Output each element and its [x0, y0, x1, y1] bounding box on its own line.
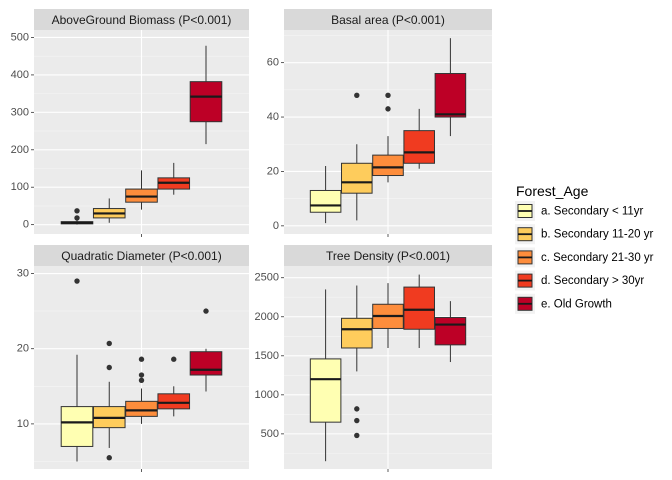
box-body [60, 406, 94, 447]
box-1 [60, 208, 94, 225]
outlier-point [354, 406, 360, 412]
box-body [341, 317, 373, 349]
outlier-point [385, 106, 391, 112]
outlier-point [385, 92, 391, 98]
y-tick-label: 0 [273, 220, 279, 232]
legend-label: e. Old Growth [541, 298, 612, 310]
box-4 [403, 274, 435, 348]
box-1 [309, 166, 342, 224]
outlier-point [106, 340, 112, 347]
box-body [403, 286, 435, 330]
outlier-point [171, 356, 177, 362]
legend-item-4: d. Secondary > 30yr [515, 270, 644, 291]
facet-strip [284, 9, 492, 30]
facet-strip [34, 245, 249, 266]
outlier-point [138, 356, 145, 362]
facet-panel-4: Tree Density (P<0.001) 500 1000 1500 2000 250… [255, 245, 492, 472]
facet-panel-1: AboveGround Biomass (P<0.001) 0 100 200 300 4… [11, 9, 249, 237]
box-2 [341, 285, 373, 439]
y-tick-label: 20 [267, 165, 279, 177]
box-3 [125, 356, 158, 424]
legend-label: c. Secondary 21-30 yr [541, 252, 654, 264]
outlier-point [354, 92, 360, 98]
box-body [434, 73, 467, 118]
outlier-point [203, 308, 209, 314]
box-body [309, 358, 342, 423]
box-3 [125, 170, 158, 210]
outlier-point [106, 455, 112, 461]
facet-title: Basal area (P<0.001) [331, 13, 445, 27]
box-3 [372, 92, 404, 183]
legend-item-2: b. Secondary 11-20 yr [515, 224, 653, 245]
legend-item-3: c. Secondary 21-30 yr [515, 247, 654, 268]
box-body [157, 393, 191, 410]
legend-item-1: a. Secondary < 11yr [515, 201, 644, 221]
box-2 [92, 340, 126, 461]
legend-title: Forest_Age [516, 183, 589, 199]
y-tick-label: 400 [11, 69, 29, 81]
facet-title: AboveGround Biomass (P<0.001) [52, 13, 232, 27]
box-5 [434, 301, 467, 363]
box-body [403, 130, 435, 164]
facet-title: Quadratic Diameter (P<0.001) [61, 249, 221, 263]
facet-strip [284, 245, 492, 266]
legend-label: d. Secondary > 30yr [541, 275, 644, 287]
outlier-point [354, 432, 360, 439]
box-1 [309, 289, 342, 462]
facet-title: Tree Density (P<0.001) [326, 249, 450, 263]
outlier-point [138, 377, 145, 383]
box-1 [60, 278, 94, 462]
outlier-point [74, 215, 80, 221]
legend: Forest_Age a. Secondary < 11yr b. Secondar… [515, 183, 654, 314]
y-tick-label: 200 [11, 144, 29, 156]
box-2 [92, 198, 126, 223]
box-4 [157, 356, 191, 417]
legend-label: a. Secondary < 11yr [541, 206, 644, 218]
facet-panel-2: Basal area (P<0.001) 0 20 40 60 [267, 9, 492, 237]
y-tick-label: 0 [23, 219, 29, 231]
facet-panel-3: Quadratic Diameter (P<0.001) 10 20 30 [17, 245, 249, 472]
y-tick-label: 500 [261, 428, 279, 440]
box-5 [434, 38, 467, 137]
box-body [341, 162, 373, 194]
box-2 [341, 92, 373, 221]
box-body [309, 189, 342, 213]
box-body [189, 81, 223, 123]
legend-label: b. Secondary 11-20 yr [541, 229, 653, 241]
outlier-point [354, 417, 360, 424]
y-tick-label: 1000 [255, 389, 279, 401]
y-tick-label: 10 [17, 418, 29, 430]
box-5 [189, 45, 223, 145]
box-body [189, 351, 223, 376]
outlier-point [138, 372, 145, 378]
legend-item-5: e. Old Growth [515, 293, 612, 314]
box-body [125, 400, 158, 417]
box-4 [157, 162, 191, 195]
facet-strip [34, 9, 249, 30]
box-5 [189, 308, 223, 392]
y-tick-label: 20 [17, 343, 29, 355]
y-tick-label: 30 [17, 268, 29, 280]
y-tick-label: 500 [11, 31, 29, 43]
y-tick-label: 2500 [255, 272, 279, 284]
y-tick-label: 60 [267, 57, 279, 69]
box-body [372, 154, 404, 177]
y-tick-label: 40 [267, 111, 279, 123]
outlier-point [106, 364, 112, 371]
outlier-point [74, 278, 80, 284]
box-3 [372, 283, 404, 348]
box-body [434, 317, 467, 346]
y-tick-label: 300 [11, 106, 29, 118]
y-tick-label: 2000 [255, 311, 279, 323]
outlier-point [74, 208, 80, 214]
box-4 [403, 108, 435, 169]
y-tick-label: 100 [11, 181, 29, 193]
y-tick-label: 1500 [255, 350, 279, 362]
